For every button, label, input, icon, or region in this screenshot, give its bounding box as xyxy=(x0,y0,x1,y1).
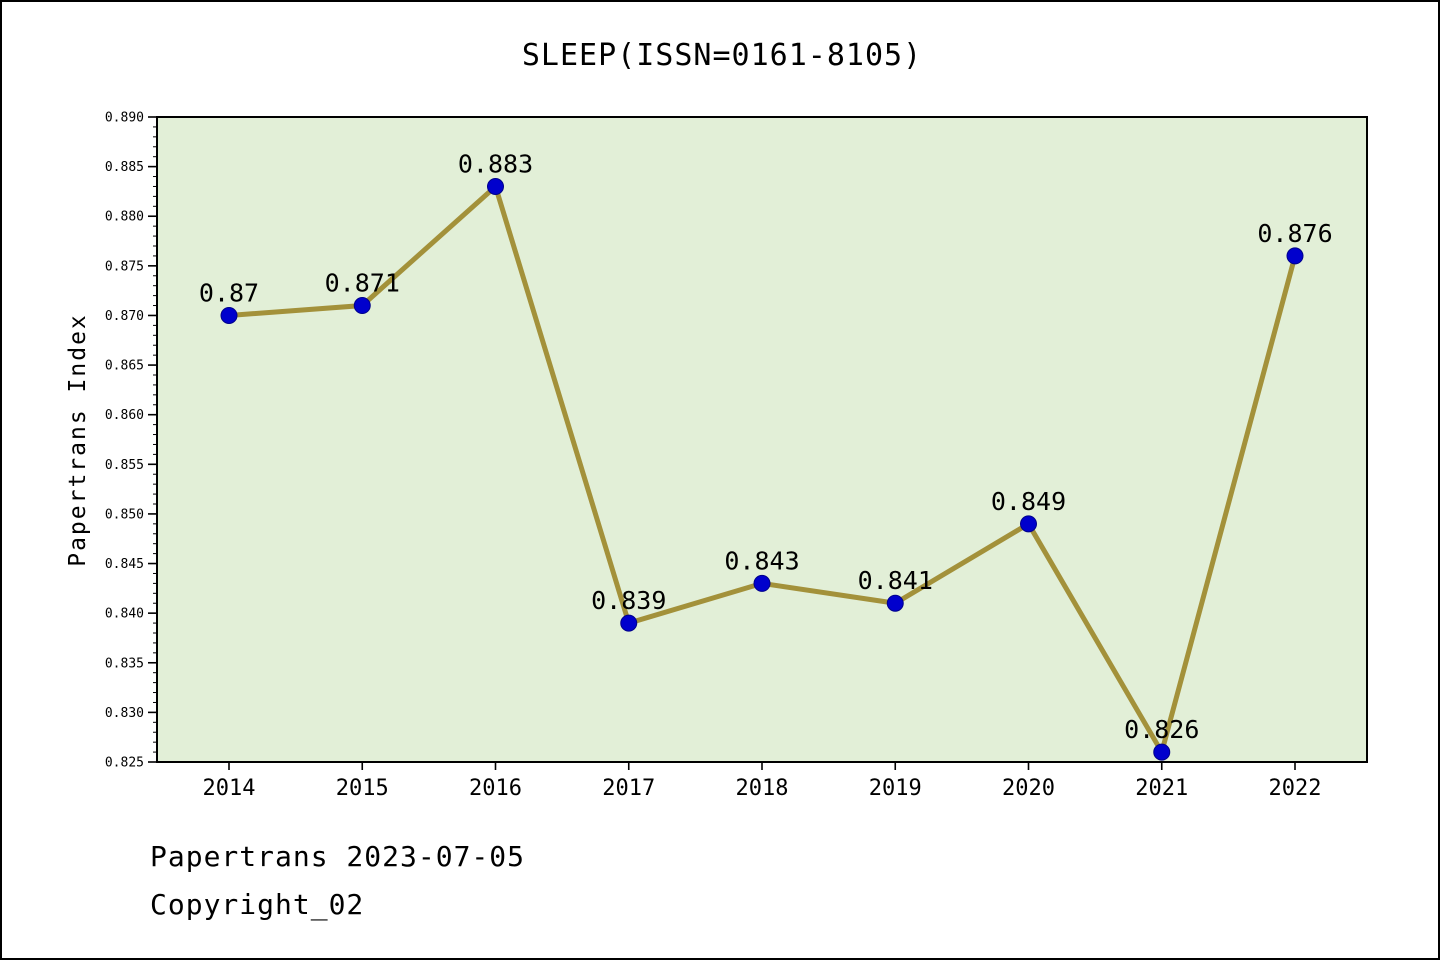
x-tick-label: 2022 xyxy=(1269,776,1322,801)
data-point xyxy=(1020,515,1037,533)
y-tick-label: 0.845 xyxy=(105,557,144,572)
y-tick-label: 0.880 xyxy=(105,210,144,225)
y-tick-label: 0.890 xyxy=(105,111,144,126)
data-point xyxy=(353,297,371,315)
data-point-label: 0.826 xyxy=(1124,715,1199,744)
y-tick-label: 0.865 xyxy=(105,359,144,374)
x-tick-label: 2015 xyxy=(336,776,389,801)
data-point xyxy=(487,177,504,195)
y-tick-label: 0.835 xyxy=(105,656,144,671)
data-point-label: 0.841 xyxy=(858,566,933,595)
data-point-label: 0.839 xyxy=(591,586,666,615)
y-tick-label: 0.860 xyxy=(105,408,144,423)
y-tick-label: 0.850 xyxy=(105,507,144,522)
y-tick-label: 0.855 xyxy=(105,458,144,473)
x-tick-label: 2020 xyxy=(1002,776,1055,801)
data-point-label: 0.883 xyxy=(458,149,533,178)
footer-copyright: Copyright_02 xyxy=(150,888,365,921)
data-point-label: 0.849 xyxy=(991,487,1066,516)
y-tick-label: 0.875 xyxy=(105,259,144,274)
x-tick-label: 2014 xyxy=(203,776,256,801)
plot-area xyxy=(156,116,1368,763)
data-point xyxy=(886,594,904,612)
x-tick-label: 2018 xyxy=(736,776,789,801)
data-point-label: 0.871 xyxy=(325,269,400,298)
chart-title: SLEEP(ISSN=0161-8105) xyxy=(521,38,923,73)
x-tick-label: 2019 xyxy=(869,776,922,801)
x-tick-label: 2016 xyxy=(469,776,522,801)
data-point xyxy=(1286,247,1304,265)
data-point-label: 0.843 xyxy=(724,546,799,575)
data-point xyxy=(220,306,238,324)
y-tick-label: 0.840 xyxy=(105,607,144,622)
data-point-label: 0.876 xyxy=(1257,219,1332,248)
data-point xyxy=(753,574,771,592)
y-tick-label: 0.885 xyxy=(105,160,144,175)
data-point-label: 0.87 xyxy=(199,278,259,307)
x-tick-label: 2017 xyxy=(602,776,655,801)
data-point xyxy=(1153,743,1171,761)
x-tick-label: 2021 xyxy=(1135,776,1188,801)
footer-date: Papertrans 2023-07-05 xyxy=(150,840,526,873)
data-point xyxy=(620,614,638,632)
y-tick-label: 0.825 xyxy=(105,756,144,771)
y-tick-label: 0.830 xyxy=(105,706,144,721)
y-tick-label: 0.870 xyxy=(105,309,144,324)
